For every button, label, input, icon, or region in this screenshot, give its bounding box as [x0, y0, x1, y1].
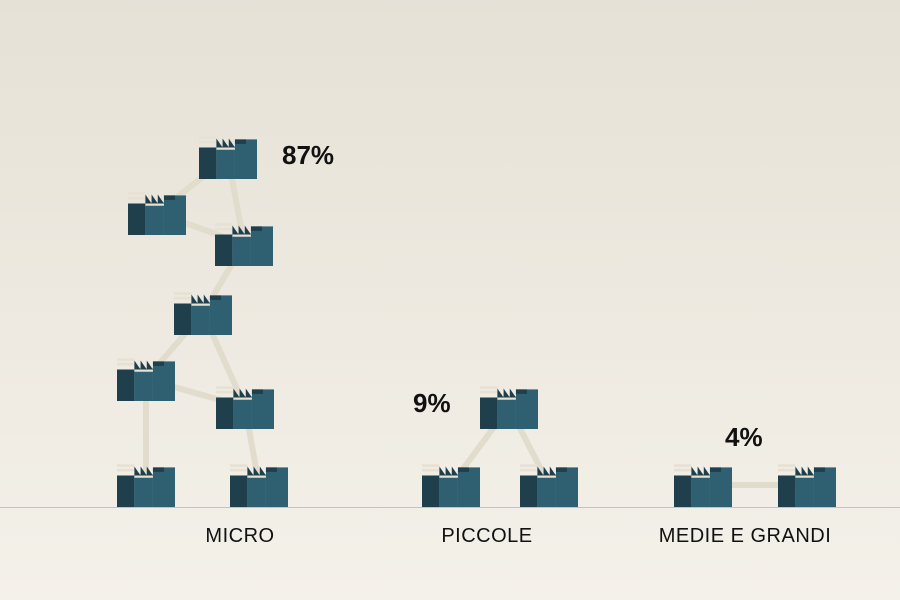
infographic-canvas: 87% MICRO 9% PICCOLE 4% MEDIE E GRANDI [0, 0, 900, 600]
pct-label-medie_grandi: 4% [725, 422, 763, 453]
category-label-medie_grandi: MEDIE E GRANDI [640, 525, 850, 548]
pct-label-micro: 87% [282, 140, 334, 171]
category-label-micro: MICRO [155, 525, 325, 548]
category-label-piccole: PICCOLE [402, 525, 572, 548]
pct-label-piccole: 9% [413, 388, 451, 419]
labels-layer: 87% MICRO 9% PICCOLE 4% MEDIE E GRANDI [0, 0, 900, 600]
